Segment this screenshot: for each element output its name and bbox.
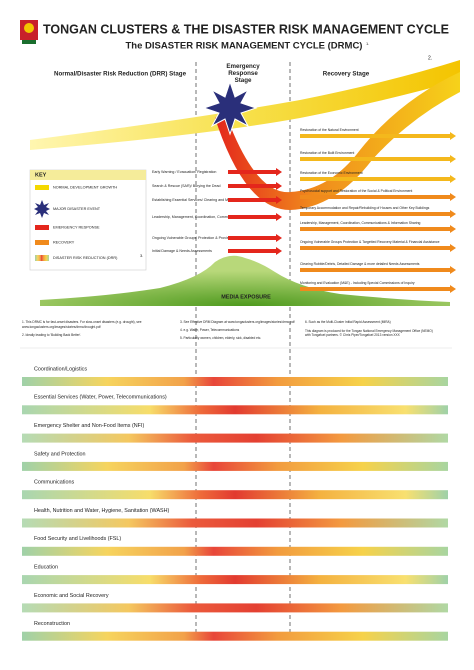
cluster-bar: [22, 546, 448, 556]
cluster-label: Education: [34, 565, 58, 571]
key-item: MAJOR DISASTER EVENT: [53, 207, 101, 211]
emergency-action: Search & Rescue (SAR)/ Burying the Dead: [152, 184, 221, 188]
media-label: MEDIA EXPOSURE: [221, 294, 271, 300]
arrow: [300, 225, 456, 233]
footnote: www.tongaclusters.org/images/stories/drm…: [22, 325, 101, 329]
cluster-label: Emergency Shelter and Non-Food Items (NF…: [34, 423, 144, 429]
recovery-action: Psychosocial support and Restoration of …: [300, 189, 412, 193]
arrow: [228, 213, 282, 221]
arrow: [300, 285, 456, 293]
arrow: [300, 175, 456, 183]
cluster-bar: [22, 603, 448, 613]
stage-label: Normal/Disaster Risk Reduction (DRR) Sta…: [54, 71, 187, 78]
cluster-label: Coordination/Logistics: [34, 366, 87, 372]
key-item: DISASTER RISK REDUCTION (DRR): [53, 256, 118, 260]
cluster-bar: [22, 377, 448, 386]
emergency-action: Leadership, Management, Coordination, Co…: [152, 215, 280, 219]
cluster-bar: [22, 518, 448, 528]
recovery-action: Restoration of the Economic Environment: [300, 171, 363, 175]
cluster-label: Essential Services (Water, Power, Teleco…: [34, 395, 167, 401]
arrow: [228, 234, 282, 242]
emergency-action: Ongoing Vulnerable Groups' Protection & …: [152, 236, 278, 240]
cluster-label: Safety and Protection: [34, 451, 86, 457]
key-item: RECOVERY: [53, 241, 75, 245]
development-growth-band: [30, 60, 460, 150]
emblem: [20, 20, 38, 44]
footnote: 2. Ideally leading to 'Building Back Bet…: [22, 333, 81, 337]
arrow: [300, 132, 456, 140]
footnote: 4. e.g. Water, Power, Telecommunications: [180, 328, 240, 332]
cluster-label: Health, Nutrition and Water, Hygiene, Sa…: [34, 508, 170, 514]
recovery-action: Restoration of the Built Environment: [300, 151, 354, 155]
key-item: EMERGENCY RESPONSE: [53, 226, 100, 230]
stage-label: Recovery Stage: [323, 71, 370, 78]
recovery-action: Monitoring and Evaluation (M&E) - Includ…: [300, 281, 415, 285]
cluster-label: Economic and Social Recovery: [34, 593, 109, 599]
emergency-action: Early Warning / Evacuation/ Registration: [152, 170, 216, 174]
footnote: 5. Particularly women, children, elderly…: [180, 336, 261, 340]
emergency-action: Establishing Essential Services/ Clearin…: [152, 198, 269, 202]
recovery-action: Restoration of the Natural Environment: [300, 128, 359, 132]
key-title: KEY: [35, 172, 47, 178]
arrow: [300, 193, 456, 201]
footnote-marker: 3.: [140, 253, 143, 258]
footnote: This diagram is produced for the Tongan …: [305, 329, 433, 333]
arrow: [300, 244, 456, 252]
cluster-label: Food Security and Livelihoods (FSL): [34, 536, 121, 542]
recovery-action: Clearing Rubble/Debris, Detailed Damage …: [300, 262, 420, 266]
media-exposure-mountain: [40, 255, 450, 306]
arrow: [228, 196, 282, 204]
footnote: with Tongafuel partners. © Chris Piper/T…: [305, 333, 401, 337]
subtitle: The DISASTER RISK MANAGEMENT CYCLE (DRMC…: [126, 41, 363, 52]
cluster-bar: [22, 631, 448, 641]
cluster-bar: [22, 405, 448, 415]
footnote-marker: 1.: [366, 41, 369, 46]
stage-label: Emergency Response Stage: [226, 63, 260, 84]
footnote: 6. Such as the Multi-Cluster Initial Rap…: [305, 320, 391, 324]
arrow: [300, 155, 456, 163]
cluster-label: Reconstruction: [34, 621, 70, 627]
arrow: [228, 168, 282, 176]
response-recovery-curve: [215, 72, 460, 210]
arrow: [300, 210, 456, 218]
title: TONGAN CLUSTERS & THE DISASTER RISK MANA…: [43, 22, 449, 36]
footnote-marker: 2.: [428, 55, 432, 61]
footnote: 3. See Effective DRM Diagram at www.tong…: [180, 320, 295, 324]
cluster-bar: [22, 490, 448, 500]
recovery-action: Leadership, Management, Coordination, Co…: [300, 221, 421, 225]
footnote: 1. This DRMC is for fast-onset disasters…: [22, 320, 142, 324]
cluster-bar: [22, 575, 448, 585]
arrow: [300, 266, 456, 274]
cluster-bar: [22, 461, 448, 471]
cluster-label: Communications: [34, 480, 74, 486]
arrow: [228, 247, 282, 255]
arrow: [228, 182, 282, 190]
recovery-action: Ongoing Vulnerable Groups Protection & T…: [300, 240, 440, 244]
recovery-action: Temporary Accommodation and Repair/Rebui…: [300, 206, 430, 210]
dynamic-content: NORMAL DEVELOPMENT GROWTH MAJOR DISASTER …: [20, 128, 456, 641]
disaster-event-star: [202, 80, 258, 136]
key-box: [29, 169, 147, 271]
emergency-action: Initial Damage & Needs Assessments: [152, 249, 212, 253]
key-item: NORMAL DEVELOPMENT GROWTH: [53, 186, 117, 190]
cluster-bar: [22, 433, 448, 443]
